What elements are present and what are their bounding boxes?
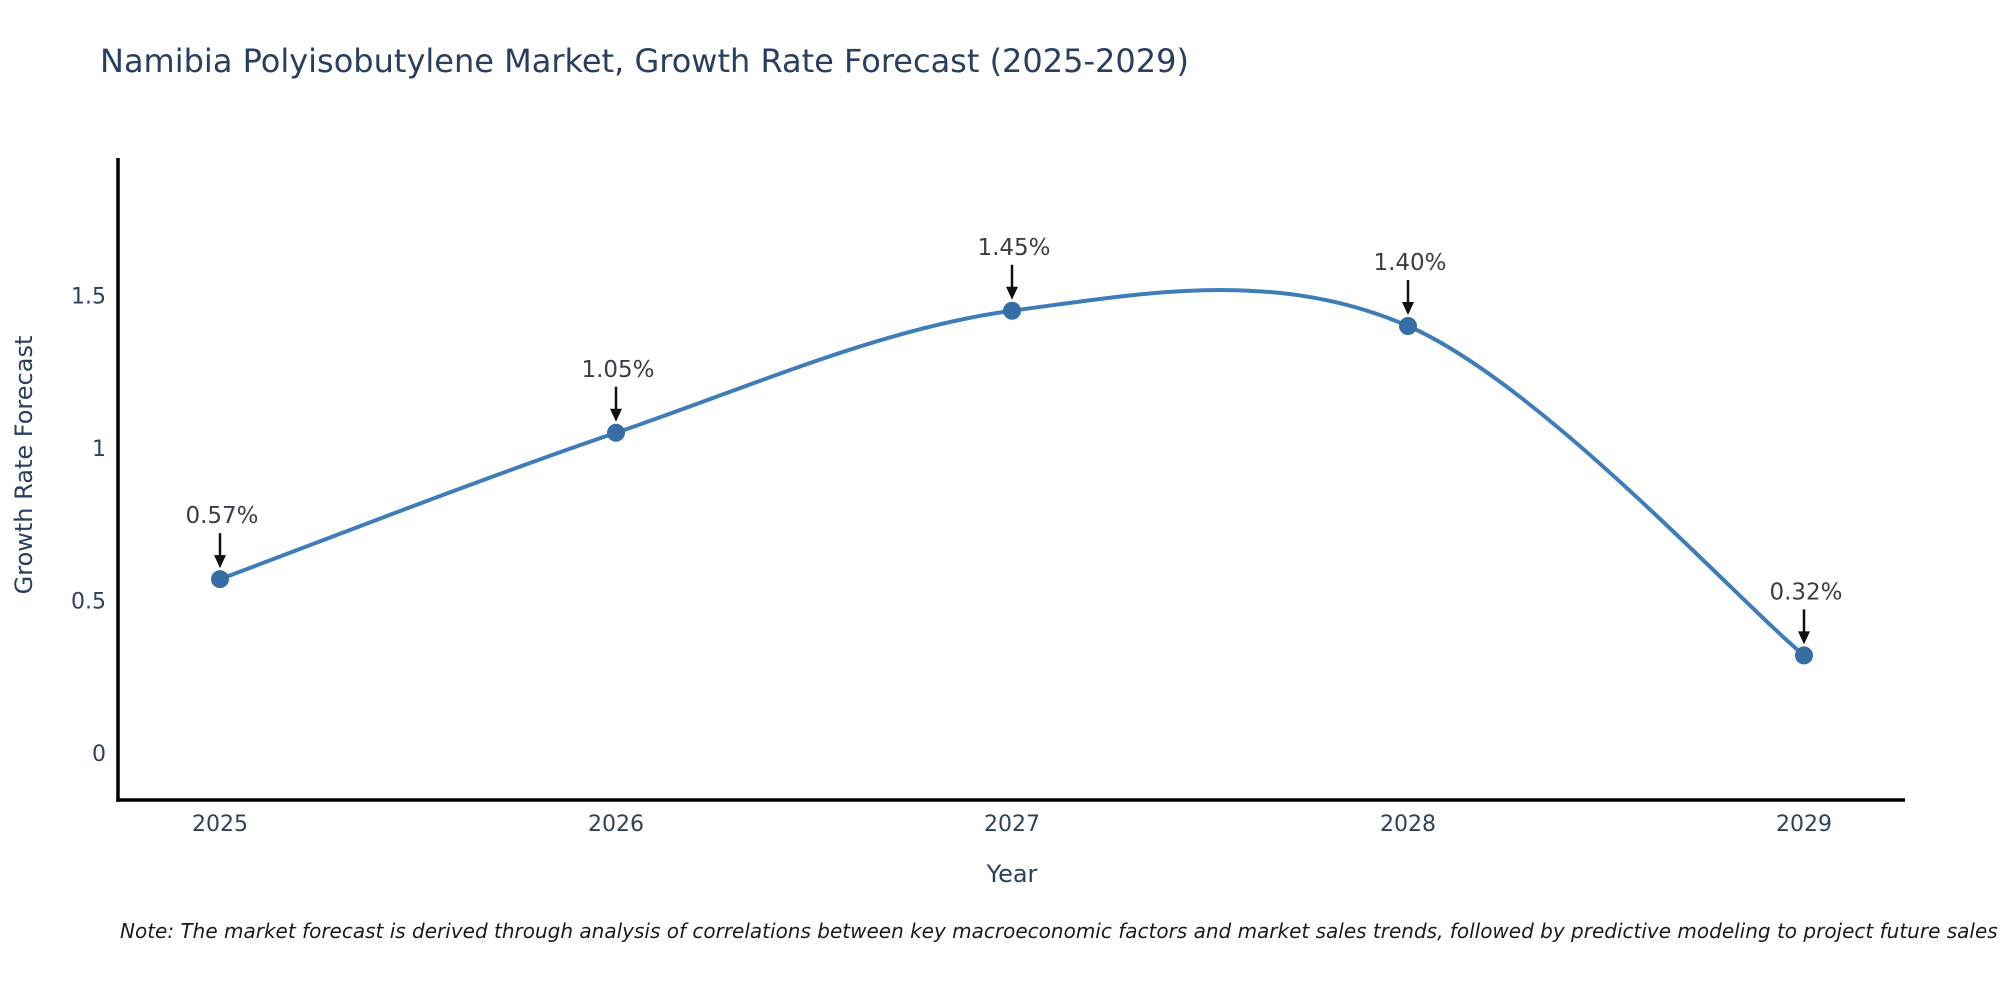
x-tick-label: 2028	[1380, 812, 1436, 837]
annotation-arrowhead-icon	[214, 555, 226, 569]
chart-title: Namibia Polyisobutylene Market, Growth R…	[100, 42, 1189, 80]
data-point	[1003, 301, 1021, 320]
y-tick-label: 0.5	[71, 590, 106, 615]
forecast-line	[218, 288, 1806, 658]
data-point	[211, 570, 229, 589]
data-point-markers	[211, 301, 1813, 665]
x-tick-label: 2025	[192, 812, 248, 837]
data-point	[607, 423, 625, 442]
point-value-label: 1.05%	[581, 357, 654, 383]
footnote: Note: The market forecast is derived thr…	[120, 919, 1998, 943]
x-tick-label: 2026	[588, 812, 644, 837]
point-value-label: 0.32%	[1769, 579, 1842, 605]
y-tick-label: 0	[92, 742, 106, 767]
annotation-arrowhead-icon	[1402, 302, 1414, 315]
data-point	[1795, 646, 1813, 665]
point-value-label: 1.40%	[1373, 250, 1446, 276]
point-value-label: 0.57%	[185, 503, 258, 529]
x-axis-title: Year	[986, 860, 1038, 888]
y-axis-tick-labels: 0 0.5 1 1.5	[71, 285, 106, 768]
point-value-label: 1.45%	[977, 235, 1050, 261]
annotation-arrowhead-icon	[1006, 286, 1018, 300]
annotation-arrowhead-icon	[1798, 631, 1810, 645]
point-annotations: 0.57% 1.05% 1.45% 1.40% 0.32%	[185, 235, 1843, 645]
x-axis-tick-labels: 2025 2026 2027 2028 2029	[192, 812, 1832, 837]
y-axis-title: Growth Rate Forecast	[10, 336, 38, 595]
x-tick-label: 2029	[1776, 812, 1832, 837]
data-point	[1399, 317, 1417, 335]
x-tick-label: 2027	[984, 812, 1040, 837]
annotation-arrowhead-icon	[610, 408, 622, 422]
y-tick-label: 1	[92, 437, 106, 462]
y-tick-label: 1.5	[71, 285, 106, 310]
